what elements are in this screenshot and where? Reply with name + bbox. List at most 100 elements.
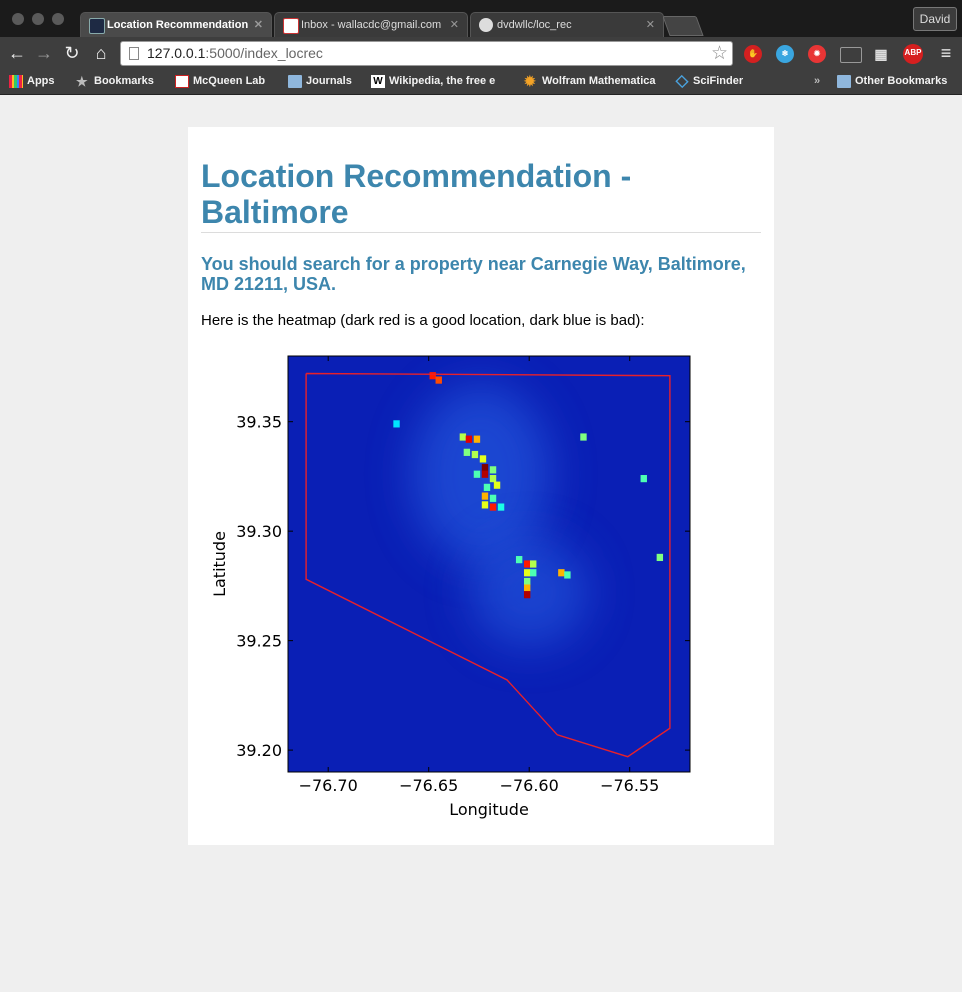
density-glow-north xyxy=(410,384,551,565)
density-glow xyxy=(410,384,590,648)
plot-area xyxy=(287,355,691,773)
burst-extension-icon[interactable]: ✹ xyxy=(808,45,826,63)
heatmap-cell xyxy=(483,483,491,491)
adblock-plus-icon[interactable]: ABP xyxy=(903,44,923,64)
wolfram-spikey-icon: ✹ xyxy=(524,73,536,89)
x-axis-label: Longitude xyxy=(449,800,529,819)
bookmark-wolfram[interactable]: ✹ Wolfram Mathematica xyxy=(524,70,656,94)
heatmap-cell xyxy=(523,560,531,568)
x-tick-label: −76.60 xyxy=(500,776,559,795)
address-bar[interactable]: 127.0.0.1:5000/index_locrec ☆ xyxy=(120,41,733,66)
y-tick-label: 39.25 xyxy=(236,632,282,651)
browser-tab-bar: Location Recommendation ✕ Inbox - wallac… xyxy=(0,0,962,37)
back-arrow-icon[interactable]: ← xyxy=(8,43,26,63)
heatmap-cell xyxy=(393,420,400,428)
recommendation-text: You should search for a property near Ca… xyxy=(201,254,746,294)
heatmap-cell xyxy=(429,372,436,380)
heatmap-cell xyxy=(497,503,505,511)
bookmark-mcqueen-lab[interactable]: McQueen Lab xyxy=(175,70,265,94)
bookmark-scifinder[interactable]: SciFinder xyxy=(675,70,743,94)
tab-location-recommendation[interactable]: Location Recommendation ✕ xyxy=(80,12,272,37)
y-axis-label: Latitude xyxy=(210,531,229,597)
tab-close-icon[interactable]: ✕ xyxy=(449,19,459,31)
browser-toolbar: ← → ↻ ⌂ 127.0.0.1:5000/index_locrec ☆ ✋ … xyxy=(0,37,962,70)
bookmark-label: Wikipedia, the free e xyxy=(389,75,496,87)
tab-inbox[interactable]: Inbox - wallacdc@gmail.com ✕ xyxy=(274,12,468,37)
heatmap-cell xyxy=(489,475,497,483)
scifinder-icon xyxy=(675,74,689,89)
x-tick-label: −76.55 xyxy=(600,776,659,795)
minimize-window-button[interactable] xyxy=(32,13,44,25)
home-icon[interactable]: ⌂ xyxy=(95,43,107,63)
maximize-window-button[interactable] xyxy=(52,13,64,25)
heatmap-cell xyxy=(481,464,489,472)
star-icon: ★ xyxy=(76,74,88,89)
bookmark-label: SciFinder xyxy=(693,75,744,87)
tab-close-icon[interactable]: ✕ xyxy=(253,19,263,31)
cast-icon[interactable] xyxy=(840,47,862,63)
content-card: Location Recommendation - Baltimore You … xyxy=(188,127,774,845)
reader-extension-icon[interactable]: ▦ xyxy=(874,46,888,62)
bookmark-label: Journals xyxy=(306,75,352,87)
heatmap-cell xyxy=(473,470,481,478)
github-favicon-icon xyxy=(479,18,493,32)
tab-title: dvdwllc/loc_rec xyxy=(497,19,572,31)
bookmark-label: McQueen Lab xyxy=(193,75,266,87)
y-axis: 39.20 39.25 39.30 39.35 xyxy=(236,413,690,760)
tab-title: Inbox - wallacdc@gmail.com xyxy=(301,19,442,31)
heatmap-cell xyxy=(580,433,587,441)
heatmap-cell xyxy=(435,376,442,384)
reload-icon[interactable]: ↻ xyxy=(64,43,80,63)
bookmark-apps[interactable]: Apps xyxy=(9,70,55,94)
heatmap-cell xyxy=(530,569,537,577)
address-bar-url: 127.0.0.1:5000/index_locrec xyxy=(147,45,323,61)
tab-close-icon[interactable]: ✕ xyxy=(645,19,655,31)
folder-icon xyxy=(837,75,851,88)
forward-arrow-icon[interactable]: → xyxy=(35,43,53,63)
tab-title: Location Recommendation xyxy=(107,19,249,31)
new-tab-button[interactable] xyxy=(662,16,704,36)
page-title: Location Recommendation - Baltimore xyxy=(201,158,632,230)
bookmark-other-bookmarks[interactable]: Other Bookmarks xyxy=(837,70,947,94)
terminal-favicon-icon xyxy=(89,18,105,34)
plot-frame xyxy=(287,355,691,773)
adblock-hand-icon[interactable]: ✋ xyxy=(744,45,762,63)
bookmark-star-icon[interactable]: ☆ xyxy=(710,43,728,64)
bookmark-label: Wolfram Mathematica xyxy=(542,75,656,87)
folder-icon xyxy=(288,75,302,88)
heatmap-cell xyxy=(558,569,565,577)
heatmap-cell xyxy=(459,433,467,441)
bookmark-label: Bookmarks xyxy=(94,75,154,87)
close-window-button[interactable] xyxy=(12,13,24,25)
y-tick-label: 39.35 xyxy=(236,413,282,432)
bookmark-label: Other Bookmarks xyxy=(855,75,948,87)
title-divider xyxy=(201,232,761,233)
menu-icon[interactable]: ≡ xyxy=(940,43,952,63)
bookmark-bookmarks[interactable]: ★ Bookmarks xyxy=(76,70,154,94)
bookmark-wikipedia[interactable]: W Wikipedia, the free e xyxy=(371,70,527,94)
heatmap-cell xyxy=(489,494,497,502)
wikipedia-icon: W xyxy=(371,75,385,88)
heatmap-cell xyxy=(465,435,473,443)
heatmap-cell xyxy=(523,584,531,592)
heatmap-cell xyxy=(481,501,489,509)
y-tick-label: 39.30 xyxy=(236,522,282,541)
city-boundary-line xyxy=(305,372,671,758)
profile-button[interactable]: David xyxy=(913,7,957,31)
heatmap-cell xyxy=(493,481,501,489)
tab-github[interactable]: dvdwllc/loc_rec ✕ xyxy=(470,12,664,37)
heatmap-cells xyxy=(393,372,664,599)
heatmap-cell xyxy=(479,455,487,463)
heatmap-cell xyxy=(489,466,497,474)
snowflake-extension-icon[interactable]: ❄ xyxy=(776,45,794,63)
bookmarks-overflow-chevron-icon[interactable]: » xyxy=(814,75,821,87)
heatmap-cell xyxy=(523,577,531,586)
heatmap-cell xyxy=(489,503,497,511)
bookmark-label: Apps xyxy=(27,75,55,87)
heatmap-cell xyxy=(656,553,664,562)
page-icon xyxy=(129,47,139,60)
x-tick-label: −76.70 xyxy=(299,776,358,795)
bookmark-journals[interactable]: Journals xyxy=(288,70,352,94)
gmail-icon xyxy=(175,75,189,88)
heatmap-cell xyxy=(530,560,537,568)
